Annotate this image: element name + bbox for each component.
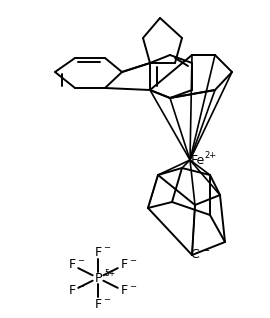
Text: F: F bbox=[68, 259, 76, 272]
Text: −: − bbox=[103, 244, 110, 252]
Text: F: F bbox=[120, 259, 127, 272]
Text: −: − bbox=[77, 257, 84, 266]
Text: F: F bbox=[120, 285, 127, 298]
Text: F: F bbox=[94, 298, 102, 310]
Text: −: − bbox=[103, 295, 110, 305]
Text: F: F bbox=[68, 285, 76, 298]
Text: −: − bbox=[129, 282, 136, 292]
Text: 5+: 5+ bbox=[104, 269, 115, 279]
Text: 2+: 2+ bbox=[204, 151, 216, 161]
Text: Fe: Fe bbox=[191, 154, 205, 167]
Text: C: C bbox=[191, 248, 199, 261]
Text: F: F bbox=[94, 245, 102, 259]
Text: −: − bbox=[129, 257, 136, 266]
Text: −: − bbox=[77, 282, 84, 292]
Text: P: P bbox=[94, 272, 102, 285]
Text: −: − bbox=[202, 246, 210, 256]
